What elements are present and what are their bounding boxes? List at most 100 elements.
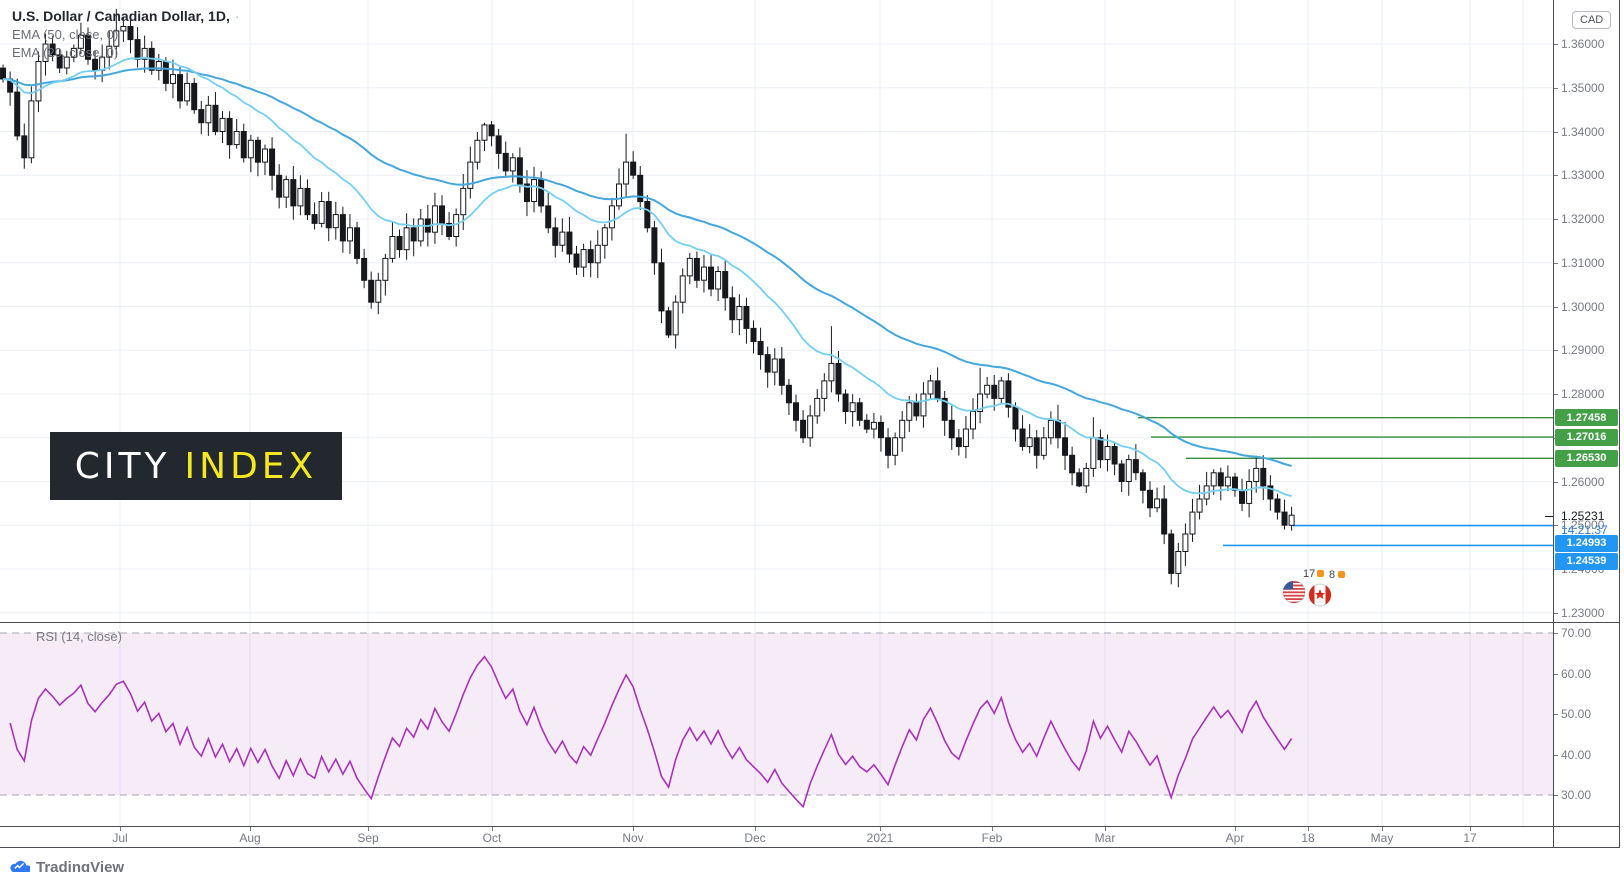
price-tick-mark (1553, 613, 1558, 614)
rsi-tick-label: 50.00 (1561, 707, 1592, 721)
time-axis-tick-mark (1235, 827, 1236, 831)
time-axis-tick-mark (1382, 827, 1383, 831)
price-tick-label: 1.35000 (1561, 80, 1605, 95)
price-tick-label: 1.33000 (1561, 168, 1605, 183)
support-level-label[interactable]: 1.24539 (1555, 552, 1618, 570)
time-axis-tick-mark (1105, 827, 1106, 831)
price-tick-mark (1553, 88, 1558, 89)
price-axis-separator[interactable] (1553, 0, 1554, 847)
chart-right-border (1619, 0, 1620, 847)
price-tick-label: 1.29000 (1561, 343, 1605, 358)
support-level-label[interactable]: 1.24993 (1555, 534, 1618, 552)
current-price-label: 1.25231 (1561, 509, 1605, 523)
price-tick-mark (1553, 175, 1558, 176)
chart-plot-area[interactable] (0, 0, 1553, 847)
price-tick-label: 1.23000 (1561, 605, 1605, 620)
event-calendar-icon (1338, 571, 1345, 578)
tradingview-attribution[interactable]: TradingView (8, 856, 124, 872)
currency-badge: CAD (1572, 11, 1612, 29)
price-tick-label: 1.25000 (1561, 518, 1605, 533)
candlesticks-series (0, 9, 1295, 588)
us-events-count: 17 (1303, 568, 1316, 580)
price-tick-mark (1553, 525, 1558, 526)
rsi-tick-mark (1553, 674, 1558, 675)
time-axis-tick-mark (755, 827, 756, 831)
time-axis-tick-mark (1470, 827, 1471, 831)
ema20-line[interactable] (2, 56, 1292, 497)
rsi-tick-mark (1553, 755, 1558, 756)
bar-countdown-label: 14:21:37 (1561, 523, 1608, 537)
economic-events-markers[interactable]: 17 8 (1282, 568, 1354, 609)
price-tick-label: 1.34000 (1561, 124, 1605, 139)
resistance-level-label[interactable]: 1.27458 (1555, 409, 1618, 427)
current-price-tick (1545, 516, 1553, 517)
price-tick-label: 1.31000 (1561, 255, 1605, 270)
price-tick-mark (1553, 132, 1558, 133)
pane-separator[interactable] (0, 622, 1620, 623)
rsi-band (0, 632, 1553, 796)
time-axis-tick-mark (880, 827, 881, 831)
time-axis-label: 18 (1301, 831, 1315, 845)
price-tick-mark (1553, 307, 1558, 308)
time-axis-tick-mark (992, 827, 993, 831)
rsi-tick-label: 30.00 (1561, 788, 1592, 802)
chart-legend: U.S. Dollar / Canadian Dollar, 1D, · EMA … (12, 8, 240, 60)
time-axis-label: Dec (744, 831, 766, 845)
ca-events-count: 8 (1329, 569, 1336, 581)
chart-bottom-border (0, 847, 1620, 848)
time-axis-tick-mark (1308, 827, 1309, 831)
time-axis-label: Apr (1225, 831, 1245, 845)
rsi-tick-label: 60.00 (1561, 666, 1592, 681)
time-axis-label: Jul (112, 831, 128, 845)
time-axis-label: Feb (981, 831, 1003, 845)
price-tick-label: 1.32000 (1561, 212, 1605, 226)
symbol-title: U.S. Dollar / Canadian Dollar, 1D, · (12, 8, 240, 24)
city-index-logo-city: CITY (74, 445, 171, 487)
price-tick-mark (1553, 394, 1558, 395)
us-flag-icon[interactable] (1282, 580, 1306, 609)
resistance-level-label[interactable]: 1.26530 (1555, 449, 1618, 467)
ema50-line[interactable] (2, 67, 1292, 467)
price-tick-mark (1553, 350, 1558, 351)
time-axis-label: 2021 (866, 831, 894, 845)
time-axis-tick-mark (120, 827, 121, 831)
rsi-tick-mark (1553, 795, 1558, 796)
price-tick-label: 1.26000 (1561, 474, 1605, 489)
price-tick-mark (1553, 482, 1558, 483)
time-axis-label: Mar (1094, 831, 1116, 845)
price-tick-mark (1553, 263, 1558, 264)
time-axis-tick-mark (492, 827, 493, 831)
rsi-tick-label: 40.00 (1561, 747, 1592, 762)
resistance-level-label[interactable]: 1.27016 (1555, 428, 1618, 446)
ema50-legend-label: EMA (50, close, 0) (12, 27, 119, 42)
price-tick-label: 1.28000 (1561, 387, 1605, 401)
canada-flag-icon[interactable] (1308, 583, 1332, 612)
city-index-logo-index: INDEX (184, 445, 318, 487)
event-calendar-icon (1317, 570, 1324, 577)
time-axis-label: May (1370, 831, 1394, 845)
city-index-logo: CITY INDEX (50, 432, 342, 500)
time-axis-tick-mark (633, 827, 634, 831)
price-tick-mark (1553, 569, 1558, 570)
tradingview-brand-text[interactable]: TradingView (36, 858, 125, 872)
time-axis-label: 17 (1463, 831, 1477, 845)
rsi-tick-mark (1553, 633, 1558, 634)
rsi-line[interactable] (9, 655, 1293, 809)
time-axis-label: Oct (482, 831, 502, 845)
time-axis-label: Nov (622, 831, 644, 845)
price-tick-label: 1.30000 (1561, 299, 1605, 314)
rsi-tick-mark (1553, 714, 1558, 715)
time-axis-label: Aug (239, 831, 261, 845)
symbol-title-text: U.S. Dollar / Canadian Dollar, 1D, (12, 8, 230, 24)
price-tick-mark (1553, 219, 1558, 220)
time-axis-separator[interactable] (0, 826, 1620, 827)
resistance-lines[interactable] (1138, 417, 1553, 459)
time-axis-tick-mark (368, 827, 369, 831)
rsi-tick-label: 70.00 (1561, 626, 1592, 640)
rsi-indicator-label: RSI (14, close) (36, 629, 122, 644)
price-tick-label: 1.36000 (1561, 37, 1605, 51)
tradingview-logo-icon (10, 860, 30, 872)
support-lines[interactable] (1223, 524, 1553, 547)
ema20-legend-label: EMA (20, close, 0) (12, 45, 119, 60)
